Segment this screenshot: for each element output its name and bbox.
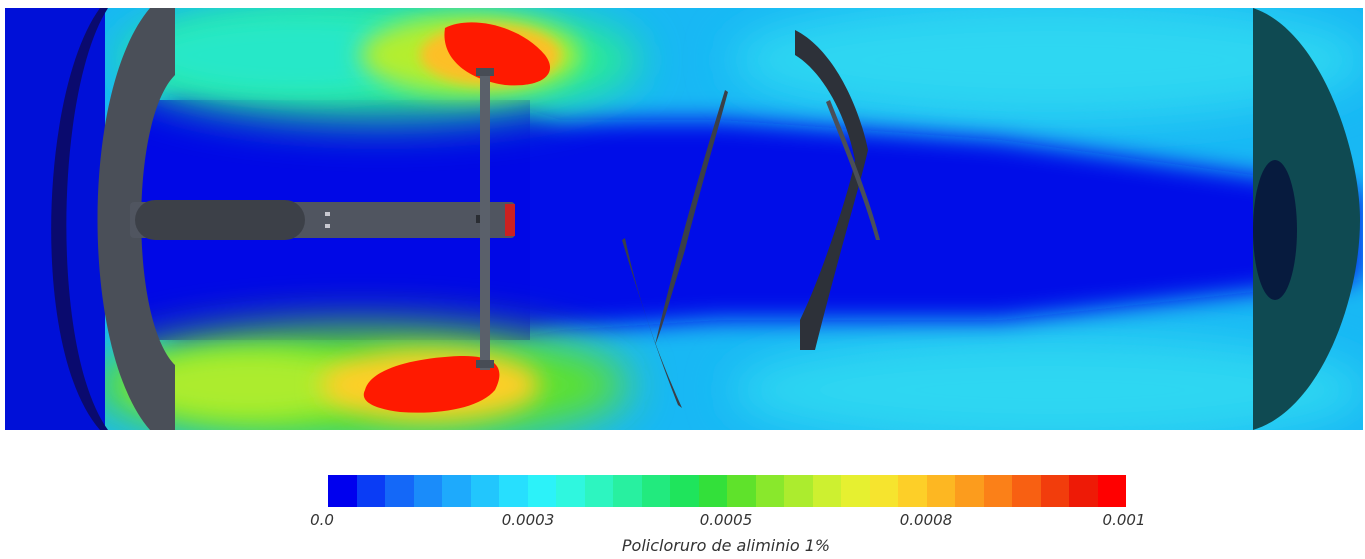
helical-blade-3 <box>795 30 868 350</box>
colorbar-cell <box>812 475 841 507</box>
colorbar-cell <box>328 475 357 507</box>
colorbar <box>328 475 1126 507</box>
helical-blade-2 <box>655 90 728 345</box>
colorbar-title: Policloruro de aliminio 1% <box>621 536 831 555</box>
colorbar-cell <box>1040 475 1069 507</box>
colorbar-tick-1: 0.0003 <box>501 511 555 529</box>
tank-right-cap <box>1253 8 1360 430</box>
colorbar-cell <box>841 475 870 507</box>
tank-left-cap <box>51 8 108 430</box>
colorbar-cell <box>1097 475 1126 507</box>
helical-blade-1 <box>622 238 682 408</box>
simulation-contour-view <box>5 8 1363 430</box>
colorbar-cell <box>527 475 556 507</box>
colorbar-cell <box>955 475 984 507</box>
colorbar-tick-2: 0.0005 <box>699 511 753 529</box>
colorbar-cell <box>898 475 927 507</box>
colorbar-cell <box>385 475 414 507</box>
impeller-shaft <box>130 200 515 240</box>
colorbar-cell <box>556 475 585 507</box>
colorbar-cell <box>584 475 613 507</box>
colorbar-tick-4: 0.001 <box>1102 511 1146 529</box>
colorbar-cell <box>784 475 813 507</box>
colorbar-cell <box>613 475 642 507</box>
colorbar-cell <box>442 475 471 507</box>
colorbar-cell <box>869 475 898 507</box>
colorbar-cell <box>641 475 670 507</box>
impeller-blade-vertical <box>476 68 494 370</box>
colorbar-cell <box>499 475 528 507</box>
helical-blade-4 <box>826 100 880 240</box>
colorbar-cell <box>755 475 784 507</box>
colorbar-tick-0: 0.0 <box>310 511 334 529</box>
colorbar-cell <box>1069 475 1098 507</box>
colorbar-cell <box>727 475 756 507</box>
colorbar-cell <box>413 475 442 507</box>
colorbar-cell <box>356 475 385 507</box>
colorbar-cell <box>670 475 699 507</box>
colorbar-cell <box>1012 475 1041 507</box>
colorbar-cell <box>926 475 955 507</box>
colorbar-cell <box>698 475 727 507</box>
colorbar-cell <box>470 475 499 507</box>
colorbar-cell <box>983 475 1012 507</box>
colorbar-tick-3: 0.0008 <box>899 511 953 529</box>
